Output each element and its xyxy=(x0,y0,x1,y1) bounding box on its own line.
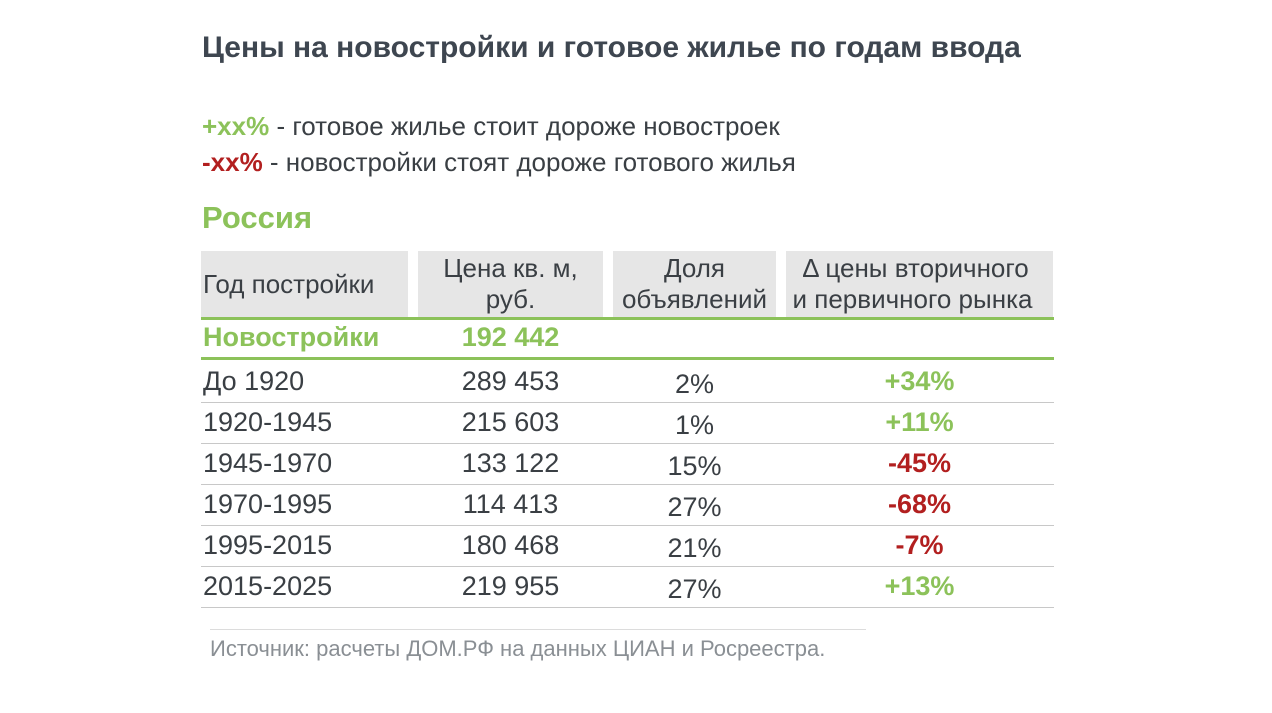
cell-price: 133 122 xyxy=(461,448,560,478)
cell-year: До 1920 xyxy=(203,366,305,396)
header-delta: Δ цены вторичного и первичного рынка xyxy=(786,251,1053,317)
legend-negative: -xx% - новостройки стоят дороже готового… xyxy=(202,147,796,178)
cell-delta: +11% xyxy=(885,407,954,437)
header-year-label: Год постройки xyxy=(203,269,375,299)
new-buildings-price: 192 442 xyxy=(461,322,560,352)
cell-delta: -7% xyxy=(895,530,944,560)
cell-price: 215 603 xyxy=(461,407,560,437)
region-heading: Россия xyxy=(202,200,313,235)
header-delta-line1: Δ цены вторичного xyxy=(802,253,1029,283)
new-buildings-divider xyxy=(201,357,1054,360)
header-year: Год постройки xyxy=(201,251,408,317)
new-buildings-label: Новостройки xyxy=(203,322,380,352)
cell-share: 1% xyxy=(674,410,715,440)
legend-positive-text: - готовое жилье стоит дороже новостроек xyxy=(269,111,780,141)
cell-share: 2% xyxy=(674,369,715,399)
cell-year: 1995-2015 xyxy=(203,530,333,560)
cell-delta: -68% xyxy=(887,489,952,519)
table-row: 2015-2025 219 955 27% +13% xyxy=(201,566,1054,608)
header-delta-line2: и первичного рынка xyxy=(792,284,1033,314)
legend-positive: +xx% - готовое жилье стоит дороже новост… xyxy=(202,111,780,142)
header-divider xyxy=(201,317,1054,320)
header-price: Цена кв. м, руб. xyxy=(418,251,603,317)
cell-year: 1945-1970 xyxy=(203,448,333,478)
cell-share: 27% xyxy=(667,492,722,522)
legend-positive-mark: +xx% xyxy=(202,111,270,141)
cell-price: 289 453 xyxy=(461,366,560,396)
cell-price: 219 955 xyxy=(461,571,560,601)
source-note: Источник: расчеты ДОМ.РФ на данных ЦИАН … xyxy=(210,636,826,661)
cell-year: 2015-2025 xyxy=(203,571,333,601)
header-share-line2: объявлений xyxy=(621,284,768,314)
cell-share: 27% xyxy=(667,574,722,604)
page-title: Цены на новостройки и готовое жилье по г… xyxy=(202,31,1021,64)
table-row: 1920-1945 215 603 1% +11% xyxy=(201,402,1054,444)
header-price-line1: Цена кв. м, xyxy=(443,253,578,283)
legend-negative-text: - новостройки стоят дороже готового жиль… xyxy=(262,147,796,177)
table-row: 1945-1970 133 122 15% -45% xyxy=(201,443,1054,485)
cell-delta: -45% xyxy=(887,448,952,478)
header-price-line2: руб. xyxy=(485,284,536,314)
cell-price: 180 468 xyxy=(461,530,560,560)
cell-delta: +34% xyxy=(884,366,955,396)
header-share: Доля объявлений xyxy=(613,251,776,317)
cell-share: 15% xyxy=(667,451,722,481)
cell-share: 21% xyxy=(667,533,722,563)
source-divider xyxy=(210,629,866,630)
table-row: 1995-2015 180 468 21% -7% xyxy=(201,525,1054,567)
cell-price: 114 413 xyxy=(462,489,559,519)
table-row: 1970-1995 114 413 27% -68% xyxy=(201,484,1054,526)
header-share-line1: Доля xyxy=(663,253,726,283)
cell-year: 1920-1945 xyxy=(203,407,333,437)
cell-delta: +13% xyxy=(884,571,955,601)
table-row: До 1920 289 453 2% +34% xyxy=(201,361,1054,403)
cell-year: 1970-1995 xyxy=(203,489,333,519)
legend-negative-mark: -xx% xyxy=(202,147,263,177)
